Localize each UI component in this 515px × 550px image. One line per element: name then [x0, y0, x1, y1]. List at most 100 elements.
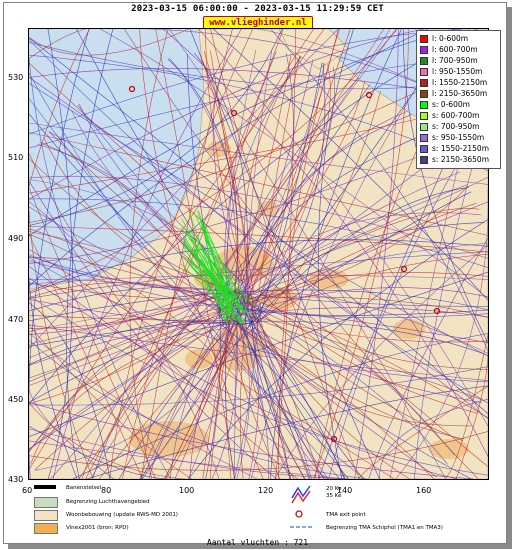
flight-track [225, 323, 326, 479]
flight-track [29, 290, 223, 379]
flight-track [220, 287, 488, 322]
legend-label: l: 700-950m [432, 56, 478, 65]
flight-track [29, 132, 488, 236]
legend-swatch [420, 79, 428, 87]
legend-swatch [420, 101, 428, 109]
legend-label: s: 2150-3650m [432, 155, 490, 164]
legend-entry: l: 600-700m [420, 45, 478, 55]
flight-track [201, 224, 246, 307]
flight-track [29, 176, 488, 259]
legend-boundary: Begrenzing Luchthavengebied [66, 499, 150, 505]
legend-swatch [420, 46, 428, 54]
flight-track [196, 236, 242, 324]
flight-track [29, 295, 488, 476]
legend-swatch [420, 145, 428, 153]
y-tick-510: 510 [8, 153, 24, 162]
legend-swatch [420, 134, 428, 142]
flight-track [124, 29, 479, 479]
flight-track [182, 246, 232, 321]
flight-track [187, 54, 224, 326]
tma-exit-points [128, 85, 441, 443]
flight-track [29, 302, 251, 332]
flight-track [30, 312, 230, 465]
noise-contour-icon [291, 485, 311, 504]
flight-track [220, 323, 346, 479]
legend-label: l: 950-1550m [432, 67, 483, 76]
flight-track [241, 110, 408, 301]
flight-track [237, 317, 295, 479]
flight-track [29, 29, 463, 135]
flight-track [29, 320, 488, 356]
flight-track [29, 179, 258, 308]
flight-track [257, 62, 323, 324]
flight-track [209, 325, 230, 479]
legend-entry: s: 0-600m [420, 100, 470, 110]
legend-label: s: 1550-2150m [432, 144, 490, 153]
flight-track [236, 315, 250, 479]
flight-track [249, 315, 291, 479]
flight-track [190, 238, 248, 301]
flight-track [379, 398, 488, 479]
flight-track [258, 306, 325, 479]
flight-count: Aantal vluchten : 721 [206, 538, 309, 547]
legend-runway: Banenstelsel [66, 485, 102, 491]
flight-track [202, 289, 237, 479]
flight-track [29, 401, 474, 479]
flight-track [189, 29, 380, 479]
y-tick-470: 470 [8, 315, 24, 324]
land-area-north [278, 29, 350, 70]
flight-track [162, 29, 488, 457]
flight-track [187, 302, 250, 479]
flight-track [29, 113, 472, 479]
flight-track [29, 308, 226, 383]
flight-track [251, 312, 345, 479]
flight-track [29, 260, 244, 292]
flight-track [29, 83, 488, 357]
legend-label: s: 700-950m [432, 122, 480, 131]
runway-swatch [34, 485, 56, 489]
legend-entry: l: 950-1550m [420, 67, 482, 77]
flight-track [29, 29, 425, 200]
legend-entry: s: 1550-2150m [420, 144, 489, 154]
flight-track [29, 153, 298, 479]
flight-track [185, 242, 245, 314]
legend-residential: Woonbebouwing (update RWS-MD 2001) [66, 512, 178, 518]
flight-track [313, 29, 409, 479]
y-tick-450: 450 [8, 395, 24, 404]
flight-track [155, 29, 236, 479]
flight-track [29, 102, 94, 479]
map-canvas [29, 29, 488, 479]
flight-track [29, 271, 488, 437]
flight-track [29, 29, 456, 237]
flight-track [29, 206, 250, 322]
flight-track [139, 289, 234, 479]
legend-swatch [420, 35, 428, 43]
flight-track [47, 29, 73, 479]
flight-track [358, 385, 488, 479]
flight-track [118, 324, 236, 479]
flight-track [29, 29, 90, 187]
altitude-legend: l: 0-600m l: 600-700m l: 700-950m l: 950-15… [416, 30, 501, 169]
flight-track [29, 201, 220, 479]
flight-track-map[interactable] [28, 28, 489, 480]
flight-track [244, 296, 488, 318]
flight-track [252, 242, 488, 295]
x-tick-140: 140 [337, 486, 353, 495]
flight-track [247, 51, 272, 317]
flight-track [29, 201, 488, 450]
flight-track [29, 291, 231, 329]
flight-track [192, 248, 241, 324]
legend-swatch [420, 68, 428, 76]
legend-label: l: 0-600m [432, 34, 469, 43]
y-tick-530: 530 [8, 73, 24, 82]
flight-track [29, 39, 488, 404]
flight-track [29, 239, 488, 294]
flight-track [189, 312, 241, 479]
y-tick-490: 490 [8, 234, 24, 243]
legend-entry: l: 700-950m [420, 56, 478, 66]
legend-entry: s: 2150-3650m [420, 155, 489, 165]
residential-swatch [34, 510, 58, 521]
legend-vinex: Vinex2001 (bron: RPD) [66, 525, 129, 531]
flight-track [241, 301, 259, 479]
flight-track [77, 104, 257, 293]
